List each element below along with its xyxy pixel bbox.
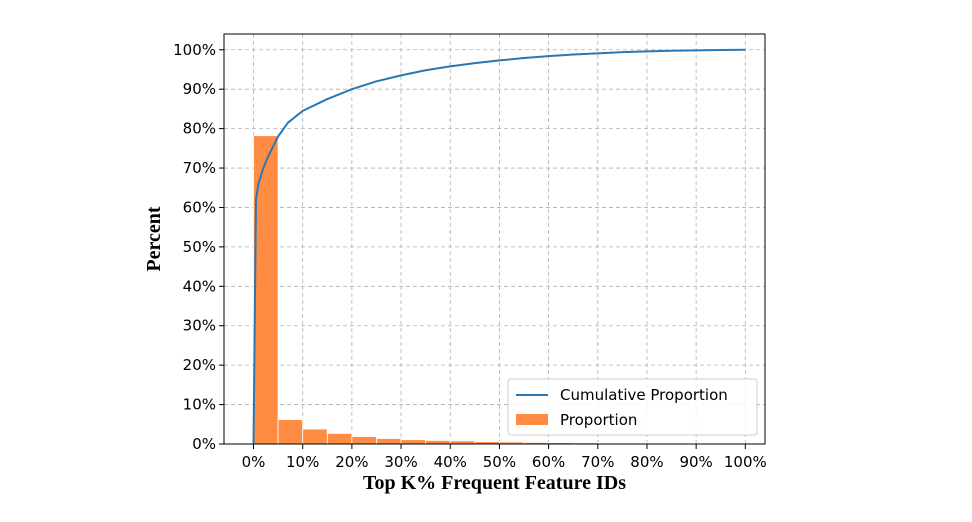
y-tick-label: 80% bbox=[183, 120, 216, 138]
y-tick-label: 70% bbox=[183, 159, 216, 177]
x-tick-label: 40% bbox=[434, 453, 467, 471]
proportion-bar bbox=[253, 135, 279, 445]
proportion-bar bbox=[400, 439, 427, 445]
x-tick-label: 80% bbox=[630, 453, 663, 471]
y-tick-label: 40% bbox=[183, 277, 216, 295]
y-tick-label: 10% bbox=[183, 396, 216, 414]
y-tick-label: 100% bbox=[173, 41, 216, 59]
y-axis-ticks: 0% 10% 20% 30% 40% 50% 60% 70% 80% 90% 100% bbox=[173, 41, 224, 453]
y-tick-label: 30% bbox=[183, 317, 216, 335]
y-tick-label: 0% bbox=[192, 435, 216, 453]
y-tick-label: 60% bbox=[183, 198, 216, 216]
x-tick-label: 70% bbox=[581, 453, 614, 471]
cumulative-proportion-line bbox=[252, 48, 746, 445]
plot-frame bbox=[223, 33, 766, 445]
x-tick-label: 100% bbox=[724, 453, 767, 471]
y-tick-label: 20% bbox=[183, 356, 216, 374]
x-tick-label: 0% bbox=[242, 453, 266, 471]
x-axis-title: Top K% Frequent Feature IDs bbox=[363, 472, 626, 494]
x-tick-label: 50% bbox=[483, 453, 516, 471]
proportion-bar bbox=[376, 438, 402, 445]
y-tick-label: 90% bbox=[183, 80, 216, 98]
legend-box bbox=[507, 378, 758, 436]
proportion-bar bbox=[351, 436, 377, 445]
proportion-bar bbox=[425, 440, 451, 445]
legend-line-label: Cumulative Proportion bbox=[560, 386, 728, 404]
x-tick-label: 10% bbox=[286, 453, 319, 471]
y-tick-label: 50% bbox=[183, 238, 216, 256]
proportion-bar bbox=[277, 419, 304, 445]
legend: Cumulative Proportion Proportion bbox=[507, 378, 758, 436]
x-tick-label: 60% bbox=[532, 453, 565, 471]
x-tick-label: 90% bbox=[679, 453, 712, 471]
line-layer bbox=[252, 48, 746, 445]
x-axis-ticks: 0% 10% 20% 30% 40% 50% 60% 70% 80% 90% 100% bbox=[242, 444, 767, 471]
x-tick-label: 20% bbox=[335, 453, 368, 471]
bars bbox=[253, 135, 746, 445]
proportion-bar bbox=[326, 432, 353, 445]
legend-bar-label: Proportion bbox=[560, 411, 637, 429]
proportion-bar bbox=[302, 428, 328, 445]
x-tick-label: 30% bbox=[384, 453, 417, 471]
y-axis-title: Percent bbox=[143, 206, 165, 271]
legend-bar-swatch bbox=[516, 414, 548, 425]
